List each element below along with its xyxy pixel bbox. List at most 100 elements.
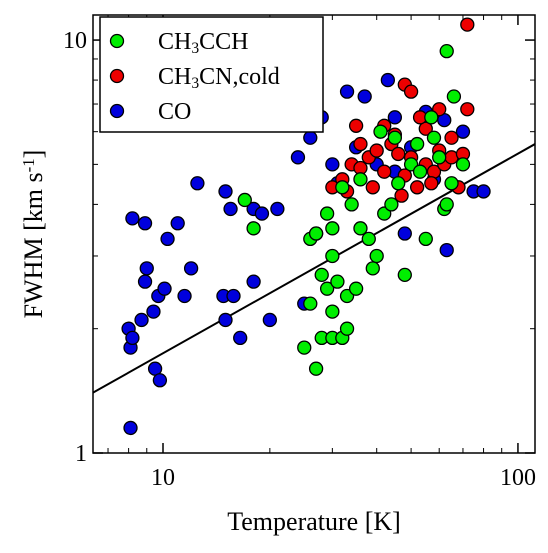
plot-frame xyxy=(92,14,536,454)
point xyxy=(460,17,475,32)
point xyxy=(380,72,395,88)
point xyxy=(387,130,403,145)
x-tick-label: 10 xyxy=(151,465,175,491)
point xyxy=(170,216,185,231)
y-axis-label: FWHM [km s-1] xyxy=(19,150,48,319)
point xyxy=(137,274,153,289)
point xyxy=(409,136,425,152)
point xyxy=(152,373,168,388)
point xyxy=(146,304,161,319)
point xyxy=(297,340,312,355)
point xyxy=(134,312,149,328)
point xyxy=(357,89,372,104)
point xyxy=(330,274,345,289)
point xyxy=(353,172,368,187)
point xyxy=(325,157,340,172)
point xyxy=(139,261,154,276)
x-axis-label: Temperature [K] xyxy=(227,507,401,536)
point xyxy=(373,124,388,139)
point xyxy=(246,221,261,236)
point xyxy=(348,281,364,296)
point xyxy=(308,226,324,241)
point xyxy=(157,281,172,296)
point xyxy=(254,206,270,221)
point xyxy=(262,312,278,328)
point xyxy=(418,231,433,247)
point xyxy=(387,110,403,125)
point xyxy=(348,118,364,133)
point xyxy=(460,102,475,117)
x-tick-label: 100 xyxy=(500,465,536,491)
point xyxy=(369,143,384,158)
point xyxy=(270,201,285,217)
point xyxy=(303,130,318,145)
point xyxy=(246,274,261,289)
point xyxy=(339,321,355,336)
point xyxy=(455,157,471,172)
point xyxy=(190,176,205,191)
legend-label: CO xyxy=(158,99,191,125)
point xyxy=(308,361,324,376)
point xyxy=(432,150,447,165)
point xyxy=(365,180,380,195)
point xyxy=(446,89,462,104)
legend-marker xyxy=(109,33,125,49)
point xyxy=(137,216,153,231)
point xyxy=(344,197,359,212)
legend-box xyxy=(99,16,324,133)
point xyxy=(325,221,340,236)
point xyxy=(339,84,355,99)
point xyxy=(439,44,454,59)
point xyxy=(325,304,340,319)
legend-label: CH3CN,cold xyxy=(158,64,280,92)
point xyxy=(183,261,199,276)
point xyxy=(335,180,350,195)
point xyxy=(353,221,368,236)
point xyxy=(365,261,380,276)
point xyxy=(424,110,439,125)
point xyxy=(426,130,442,145)
point xyxy=(369,248,384,264)
legend-marker xyxy=(109,103,125,119)
point xyxy=(397,226,412,241)
point xyxy=(319,206,335,221)
point xyxy=(160,231,175,247)
point xyxy=(303,296,318,311)
point xyxy=(403,84,419,99)
point xyxy=(319,281,335,296)
point xyxy=(125,211,140,226)
point xyxy=(444,130,459,145)
point xyxy=(384,197,399,212)
point xyxy=(444,176,459,191)
point xyxy=(424,176,439,191)
point xyxy=(290,150,306,165)
point xyxy=(177,288,192,304)
point xyxy=(218,312,233,328)
point xyxy=(418,121,433,136)
point xyxy=(391,176,406,191)
point xyxy=(237,192,252,208)
point xyxy=(361,231,376,247)
point xyxy=(353,136,368,152)
point xyxy=(226,288,241,304)
point xyxy=(377,164,392,179)
point xyxy=(314,267,329,283)
point xyxy=(233,330,248,346)
point xyxy=(125,330,140,346)
point xyxy=(391,146,406,162)
legend-marker xyxy=(109,68,125,84)
fit-line xyxy=(93,143,535,394)
point xyxy=(397,267,412,283)
point xyxy=(439,242,454,258)
point xyxy=(223,201,238,217)
point xyxy=(455,124,471,139)
point xyxy=(409,180,425,195)
point xyxy=(123,420,138,436)
legend-label: CH3CCH xyxy=(158,29,249,57)
point xyxy=(412,164,428,179)
point xyxy=(439,197,454,212)
point xyxy=(325,248,340,264)
point xyxy=(476,184,491,199)
